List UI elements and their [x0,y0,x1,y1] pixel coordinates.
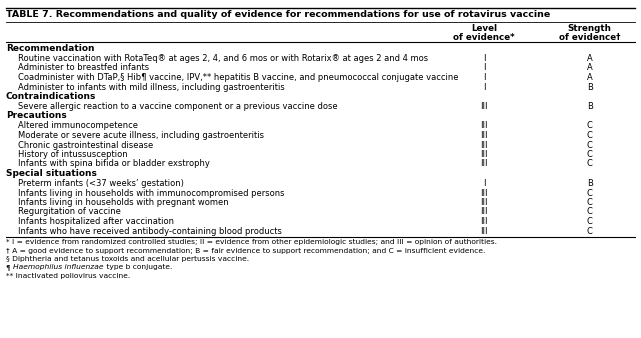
Text: C: C [587,226,593,236]
Text: Precautions: Precautions [6,112,67,121]
Text: Administer to infants with mild illness, including gastroenteritis: Administer to infants with mild illness,… [17,82,285,92]
Text: Administer to breastfed infants: Administer to breastfed infants [17,64,149,72]
Text: Chronic gastrointestinal disease: Chronic gastrointestinal disease [17,141,153,149]
Text: Special situations: Special situations [6,169,97,178]
Text: B: B [587,82,593,92]
Text: Infants who have received antibody-containing blood products: Infants who have received antibody-conta… [17,226,281,236]
Text: Infants living in households with immunocompromised persons: Infants living in households with immuno… [17,189,284,197]
Text: Infants hospitalized after vaccination: Infants hospitalized after vaccination [17,217,174,226]
Text: C: C [587,121,593,130]
Text: Coadminister with DTaP,§ Hib¶ vaccine, IPV,** hepatitis B vaccine, and pneumococ: Coadminister with DTaP,§ Hib¶ vaccine, I… [17,73,458,82]
Text: III: III [480,102,488,111]
Text: III: III [480,189,488,197]
Text: I: I [483,179,485,188]
Text: Moderate or severe acute illness, including gastroenteritis: Moderate or severe acute illness, includ… [17,131,263,140]
Text: C: C [587,208,593,217]
Text: † A = good evidence to support recommendation; B = fair evidence to support reco: † A = good evidence to support recommend… [6,247,485,254]
Text: B: B [587,102,593,111]
Text: Recommendation: Recommendation [6,44,94,53]
Text: Altered immunocompetence: Altered immunocompetence [17,121,138,130]
Text: C: C [587,141,593,149]
Text: Infants living in households with pregnant women: Infants living in households with pregna… [17,198,228,207]
Text: III: III [480,160,488,169]
Text: ** Inactivated poliovirus vaccine.: ** Inactivated poliovirus vaccine. [6,273,130,279]
Text: C: C [587,198,593,207]
Text: A: A [587,73,592,82]
Text: A: A [587,54,592,63]
Text: ¶: ¶ [6,265,13,270]
Text: I: I [483,73,485,82]
Text: Contraindications: Contraindications [6,92,96,101]
Text: C: C [587,217,593,226]
Text: Strength: Strength [568,24,612,33]
Text: of evidence†: of evidence† [559,33,620,42]
Text: I: I [483,54,485,63]
Text: A: A [587,64,592,72]
Text: I: I [483,64,485,72]
Text: III: III [480,226,488,236]
Text: III: III [480,131,488,140]
Text: Haemophilus influenzae: Haemophilus influenzae [13,265,104,270]
Text: III: III [480,198,488,207]
Text: C: C [587,160,593,169]
Text: of evidence*: of evidence* [453,33,515,42]
Text: Preterm infants (<37 weeks’ gestation): Preterm infants (<37 weeks’ gestation) [17,179,183,188]
Text: type b conjugate.: type b conjugate. [104,265,172,270]
Text: * I = evidence from randomized controlled studies; II = evidence from other epid: * I = evidence from randomized controlle… [6,239,497,245]
Text: C: C [587,189,593,197]
Text: III: III [480,208,488,217]
Text: III: III [480,217,488,226]
Text: Severe allergic reaction to a vaccine component or a previous vaccine dose: Severe allergic reaction to a vaccine co… [17,102,337,111]
Text: III: III [480,141,488,149]
Text: Level: Level [471,24,497,33]
Text: III: III [480,150,488,159]
Text: Infants with spina bifida or bladder exstrophy: Infants with spina bifida or bladder exs… [17,160,210,169]
Text: Routine vaccination with RotaTeq® at ages 2, 4, and 6 mos or with Rotarix® at ag: Routine vaccination with RotaTeq® at age… [17,54,428,63]
Text: History of intussusception: History of intussusception [17,150,127,159]
Text: III: III [480,121,488,130]
Text: TABLE 7. Recommendations and quality of evidence for recommendations for use of : TABLE 7. Recommendations and quality of … [6,10,550,19]
Text: Regurgitation of vaccine: Regurgitation of vaccine [17,208,121,217]
Text: B: B [587,179,593,188]
Text: C: C [587,131,593,140]
Text: I: I [483,82,485,92]
Text: C: C [587,150,593,159]
Text: § Diphtheria and tetanus toxoids and acellular pertussis vaccine.: § Diphtheria and tetanus toxoids and ace… [6,256,249,262]
